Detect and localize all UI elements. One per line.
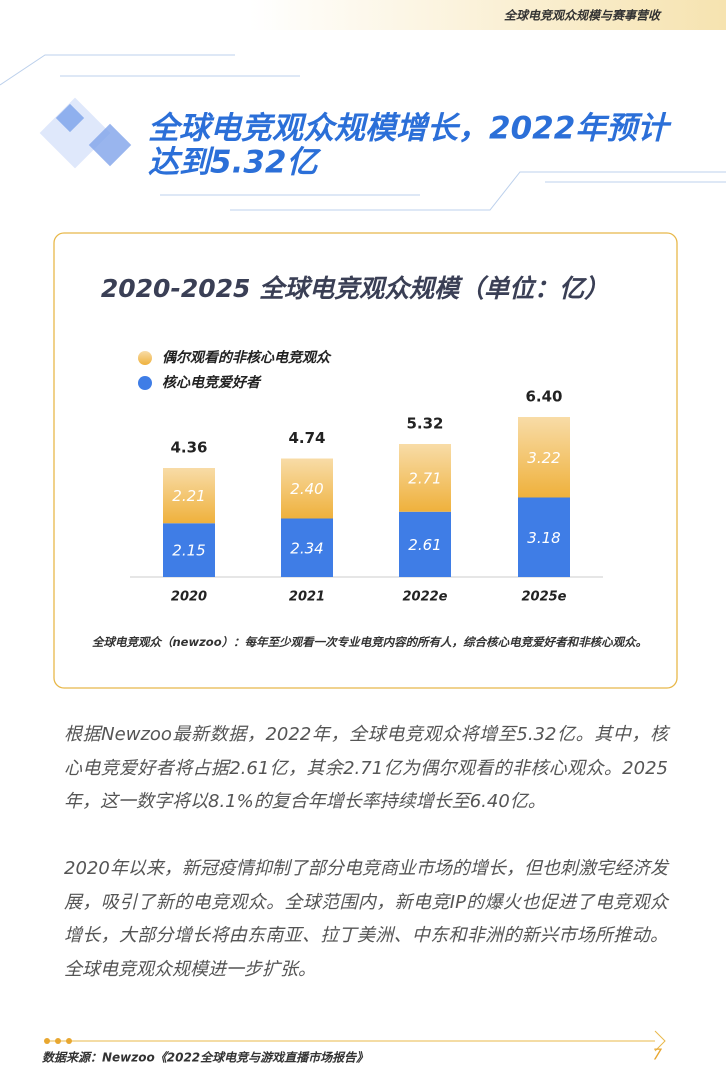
decor-lines (0, 54, 726, 211)
value-label: 2.21 (172, 487, 205, 505)
bar-segment (518, 417, 570, 498)
total-label: 5.32 (406, 415, 443, 433)
x-tick-label: 2021 (289, 590, 325, 605)
value-label: 2.34 (290, 539, 323, 557)
value-label: 2.40 (290, 480, 323, 498)
chart-note: 全球电竞观众（newzoo）：每年至少观看一次专业电竞内容的所有人，综合核心电竞… (92, 635, 648, 649)
value-label: 3.18 (527, 529, 560, 547)
bar-segment (281, 458, 333, 519)
bar-segment (399, 444, 451, 512)
total-label: 4.36 (170, 439, 207, 457)
page-title: 全球电竞观众规模增长，2022年预计 (148, 111, 672, 147)
x-tick-label: 2022e (403, 590, 448, 605)
value-label: 2.15 (172, 542, 205, 560)
bar-segment (399, 511, 451, 577)
value-label: 3.22 (527, 449, 560, 467)
legend-label: 核心电竞爱好者 (162, 374, 262, 391)
value-label: 2.71 (408, 469, 441, 487)
header-band (250, 0, 726, 30)
legend-marker (138, 376, 152, 390)
legend-label: 偶尔观看的非核心电竞观众 (162, 349, 332, 366)
bar-segment (163, 468, 215, 524)
header-section: 全球电竞观众规模与赛事营收 (504, 9, 662, 23)
page-title: 达到5.32亿 (148, 145, 321, 181)
paragraph: 2020年以来，新冠疫情抑制了部分电竞商业市场的增长，但也刺激宅经济发展，吸引了… (64, 858, 668, 980)
x-tick-label: 2025e (522, 590, 567, 605)
footer-dots (44, 1038, 72, 1044)
footer-arrow (654, 1030, 666, 1052)
total-label: 6.40 (525, 388, 562, 406)
value-label: 2.61 (408, 536, 441, 554)
bar-segment (518, 497, 570, 577)
paragraph: 根据Newzoo最新数据，2022年，全球电竞观众将增至5.32亿。其中，核心电… (64, 724, 668, 812)
bar-segment (281, 518, 333, 577)
x-tick-label: 2020 (171, 590, 207, 605)
chart-title: 2020-2025 全球电竞观众规模（单位：亿） (101, 274, 609, 303)
bar-segment (163, 523, 215, 577)
decor-diamonds (39, 97, 132, 169)
total-label: 4.74 (288, 429, 325, 447)
page-number: 7 (652, 1046, 662, 1064)
legend-marker (138, 351, 152, 365)
footer-source: 数据来源：Newzoo《2022全球电竞与游戏直播市场报告》 (42, 1051, 368, 1065)
